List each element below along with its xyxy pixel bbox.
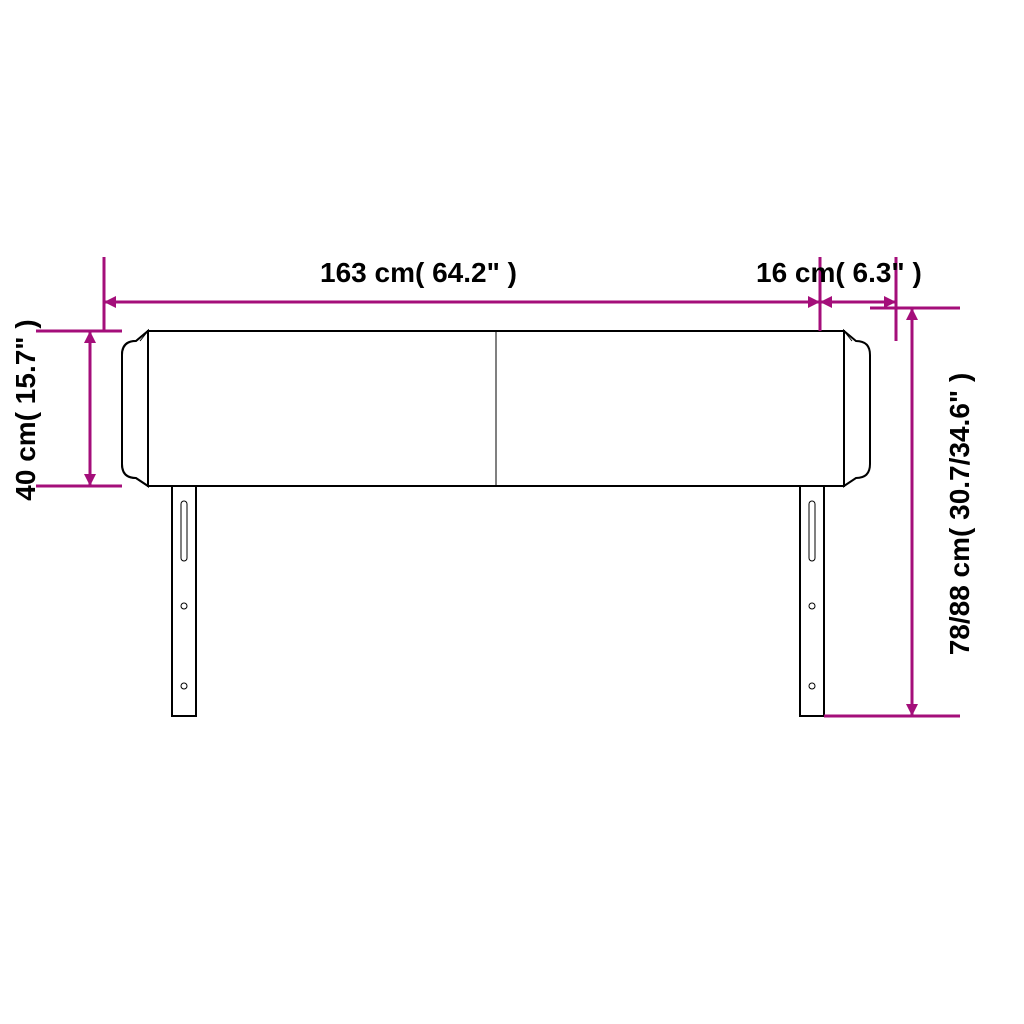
diagram-stage: 163 cm( 64.2" ) 16 cm( 6.3" ) 40 cm( 15.…: [0, 0, 1024, 1024]
dim-total-height-label: 78/88 cm( 30.7/34.6" ): [944, 364, 976, 664]
dim-panel-height-label: 40 cm( 15.7" ): [10, 260, 42, 560]
dim-width-label: 163 cm( 64.2" ): [320, 257, 517, 289]
dim-sidecap-label: 16 cm( 6.3" ): [756, 257, 922, 289]
diagram-svg: [0, 0, 1024, 1024]
